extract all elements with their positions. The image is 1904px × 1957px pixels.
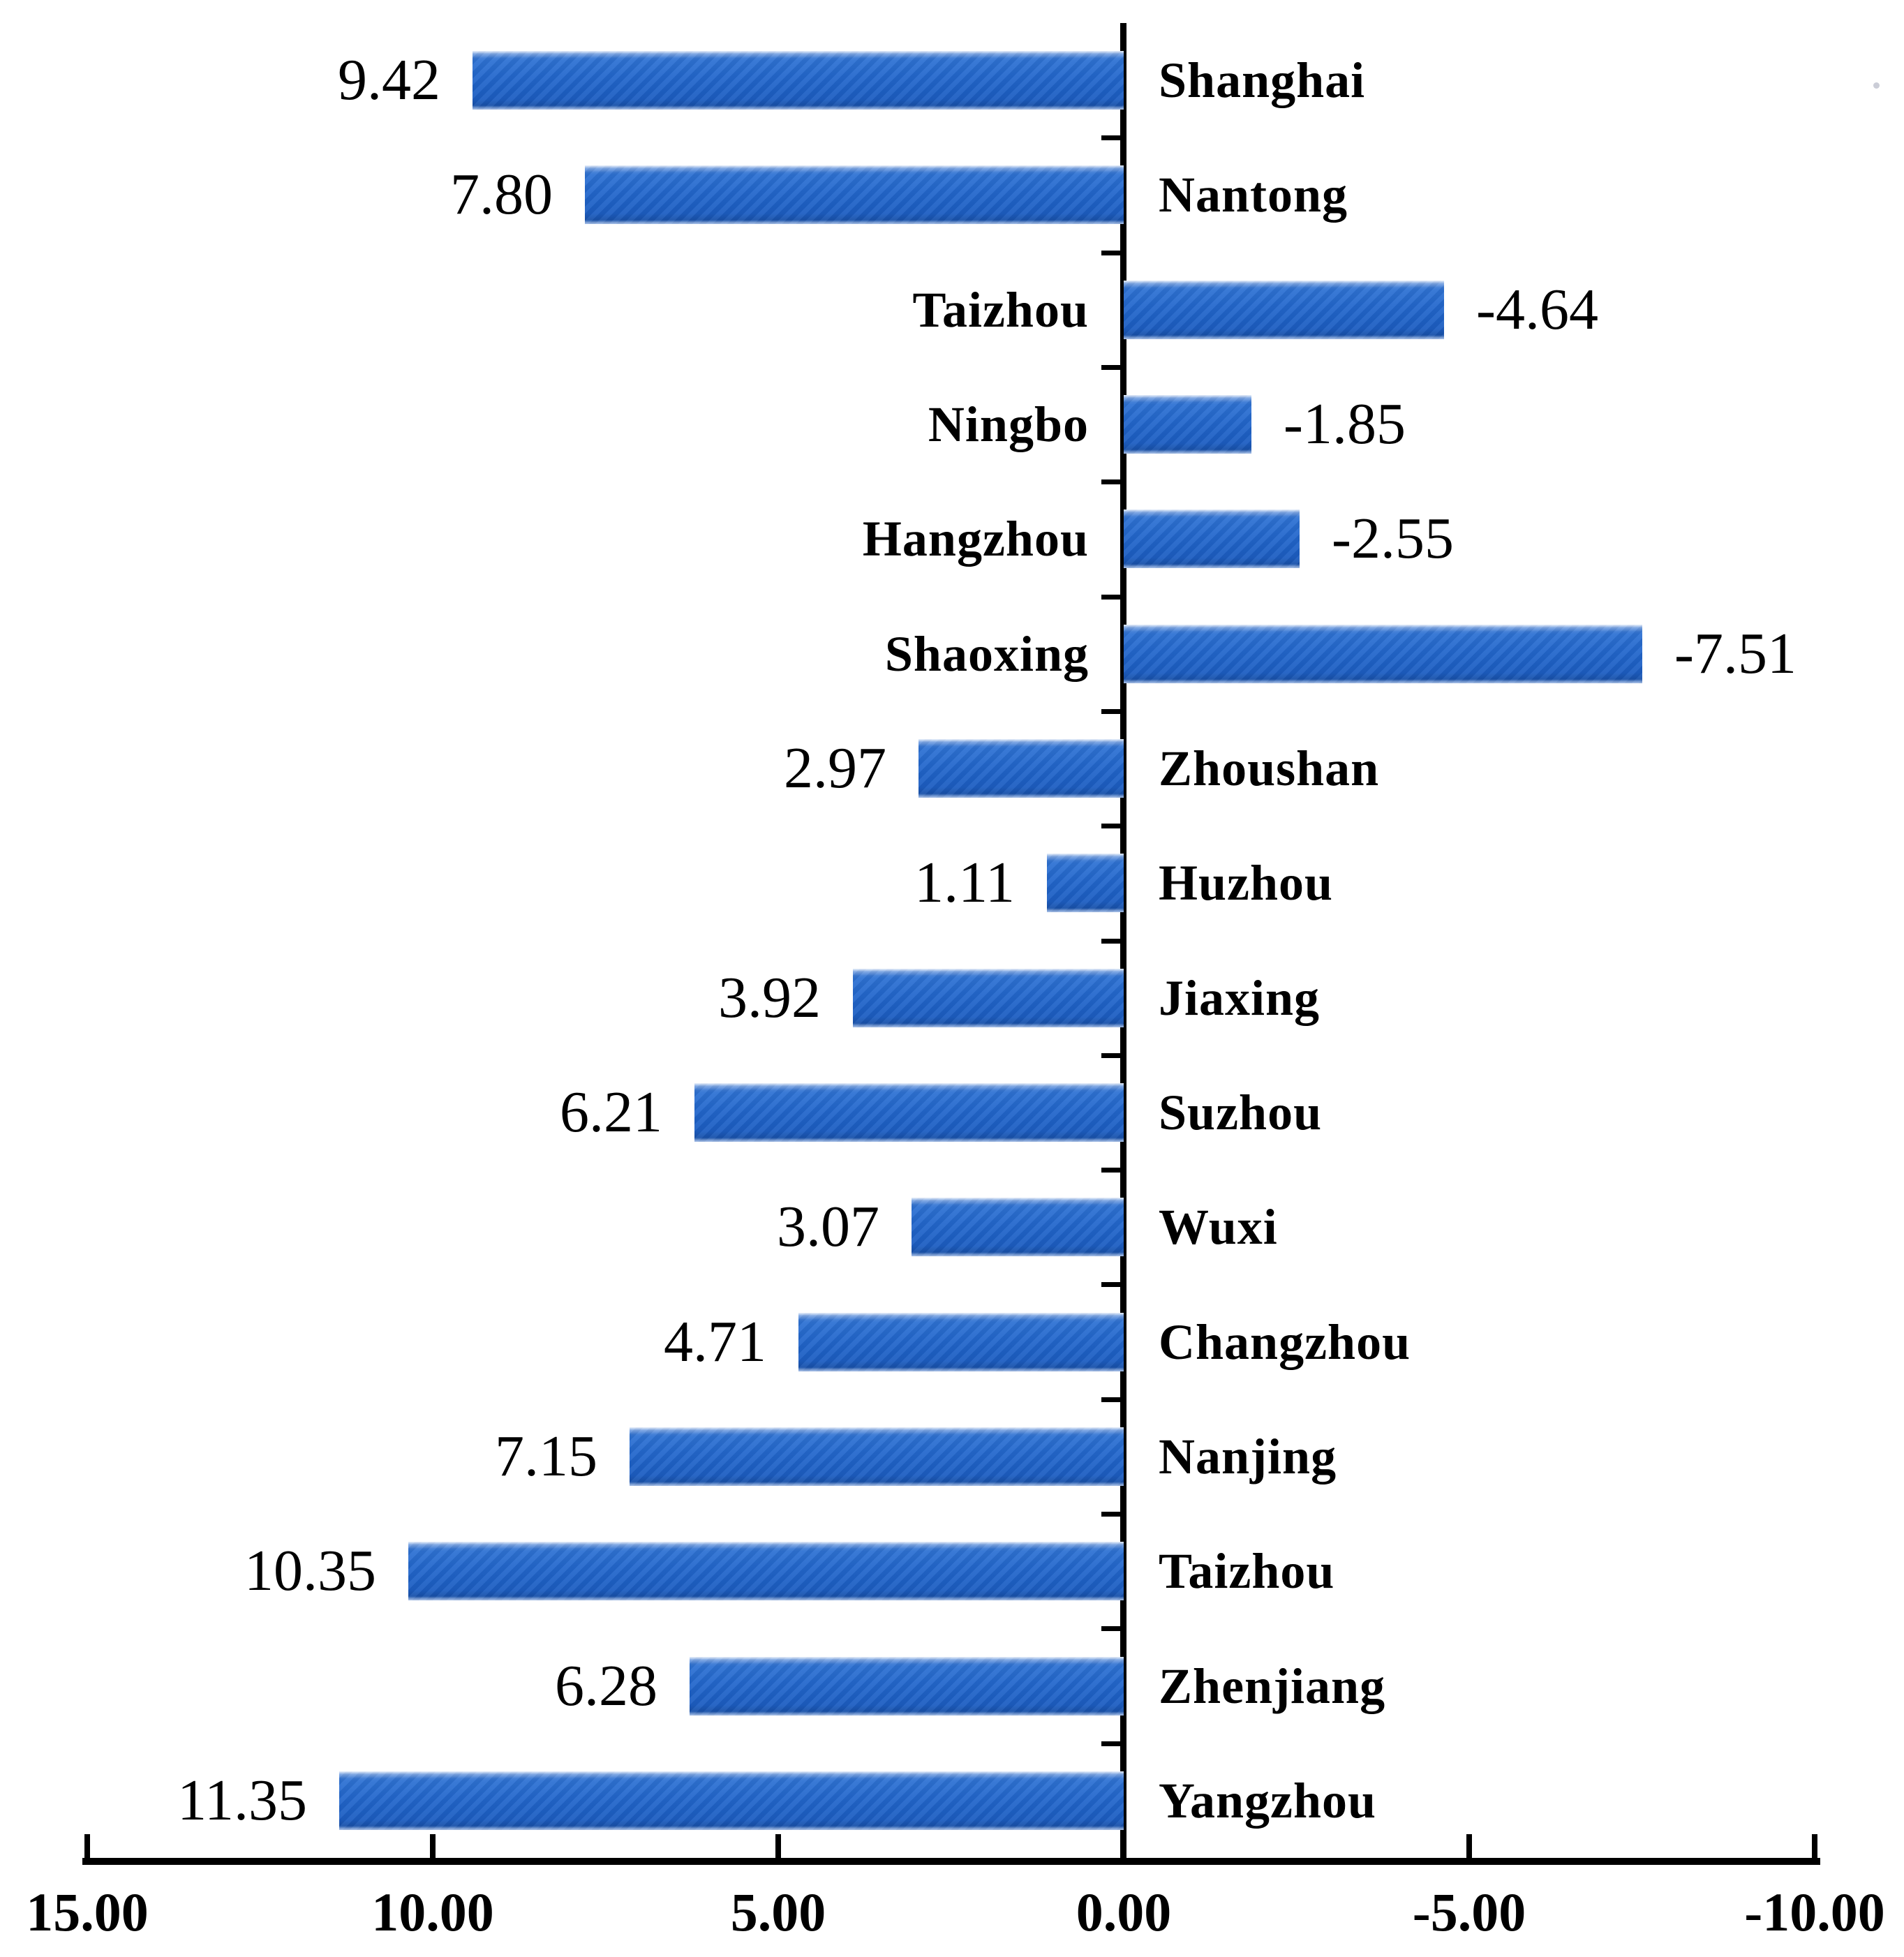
bar-category-label: Taizhou: [912, 282, 1089, 338]
bar-category-label: Zhenjiang: [1159, 1658, 1386, 1714]
bar-value-label: 3.07: [777, 1194, 879, 1259]
bar: [585, 165, 1124, 224]
value-axis-line: [82, 1858, 1820, 1865]
bar-value-label: -4.64: [1476, 277, 1598, 342]
value-axis-tick: [1812, 1834, 1817, 1861]
category-axis-tick: [1101, 824, 1122, 828]
bar-category-label: Yangzhou: [1159, 1773, 1377, 1829]
bar: [798, 1313, 1124, 1371]
bar-category-label: Wuxi: [1159, 1199, 1278, 1255]
bar-category-label: Changzhou: [1159, 1314, 1411, 1370]
category-axis-tick: [1101, 709, 1122, 714]
bar-category-label: Shanghai: [1159, 52, 1366, 108]
category-axis-tick: [1101, 251, 1122, 255]
value-axis-tick: [430, 1834, 436, 1861]
value-axis-tick-label: 10.00: [371, 1882, 494, 1942]
category-axis-tick: [1101, 1053, 1122, 1058]
category-axis-tick: [1101, 1626, 1122, 1631]
bar-value-label: 7.80: [450, 162, 553, 227]
bar-category-label: Huzhou: [1159, 855, 1334, 911]
bar-category-label: Jiaxing: [1159, 970, 1321, 1026]
bar: [1047, 854, 1124, 912]
value-axis-tick-label: -10.00: [1744, 1882, 1885, 1942]
value-axis-tick: [775, 1834, 781, 1861]
bar-value-label: 6.21: [560, 1080, 662, 1145]
category-axis-tick: [1101, 1512, 1122, 1517]
bar-category-label: Ningbo: [928, 396, 1089, 452]
bar: [630, 1427, 1124, 1486]
bar-value-label: 3.92: [718, 965, 821, 1030]
bar-category-label: Hangzhou: [862, 511, 1089, 567]
bar-category-label: Nanjing: [1159, 1429, 1337, 1485]
image-artifact-speck: [1873, 82, 1880, 89]
category-axis-tick: [1101, 595, 1122, 600]
bar: [694, 1083, 1124, 1142]
bar-category-label: Nantong: [1159, 167, 1348, 223]
value-axis-tick: [1121, 1834, 1126, 1861]
value-axis-tick-label: -5.00: [1412, 1882, 1526, 1942]
bar-value-label: 6.28: [555, 1653, 657, 1718]
bar-value-label: 4.71: [664, 1309, 766, 1374]
bar: [1124, 281, 1444, 339]
bar-category-label: Suzhou: [1159, 1085, 1323, 1140]
bar-value-label: 2.97: [784, 736, 886, 801]
bar-category-label: Taizhou: [1159, 1543, 1335, 1599]
category-axis-tick: [1101, 1397, 1122, 1402]
category-axis-tick: [1101, 939, 1122, 944]
value-axis-tick-label: 5.00: [730, 1882, 826, 1942]
bar-category-label: Shaoxing: [884, 626, 1089, 682]
bar: [1124, 395, 1251, 454]
category-axis-tick: [1101, 365, 1122, 370]
category-axis-tick: [1101, 1282, 1122, 1287]
bar-category-label: Zhoushan: [1159, 741, 1380, 796]
bar-value-label: 7.15: [495, 1424, 597, 1489]
bar: [690, 1657, 1124, 1716]
bar: [1124, 625, 1642, 683]
bar-value-label: -1.85: [1284, 392, 1406, 456]
bar: [339, 1771, 1124, 1830]
bar: [912, 1198, 1124, 1256]
value-axis-tick: [1466, 1834, 1472, 1861]
category-axis-tick: [1101, 479, 1122, 484]
bar-value-label: 9.42: [338, 47, 440, 112]
bar: [918, 739, 1124, 798]
value-axis-tick-label: 0.00: [1076, 1882, 1172, 1942]
category-axis-line: [1120, 23, 1126, 1865]
bar: [853, 969, 1124, 1027]
category-axis-tick: [1101, 1741, 1122, 1746]
bar-value-label: 11.35: [177, 1768, 307, 1833]
bar-value-label: -2.55: [1332, 506, 1454, 571]
bar: [1124, 509, 1300, 568]
bar-value-label: 1.11: [914, 850, 1015, 915]
bar-value-label: 10.35: [244, 1538, 376, 1603]
category-axis-tick: [1101, 135, 1122, 140]
value-axis-tick-label: 15.00: [26, 1882, 149, 1942]
bar: [473, 51, 1124, 110]
value-axis-tick: [84, 1834, 90, 1861]
category-axis-tick: [1101, 1168, 1122, 1173]
bar-value-label: -7.51: [1674, 621, 1797, 686]
bar: [408, 1542, 1124, 1600]
